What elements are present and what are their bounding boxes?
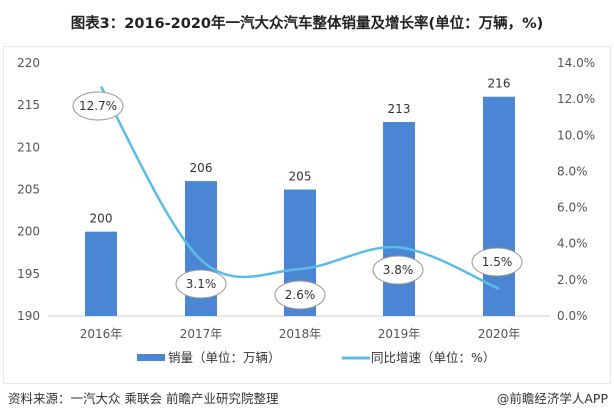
bar xyxy=(383,122,415,317)
bar-label: 213 xyxy=(388,102,411,116)
bar-label: 206 xyxy=(190,161,213,175)
x-axis-tick: 2019年 xyxy=(378,327,421,341)
left-axis-tick: 200 xyxy=(17,225,40,239)
right-axis-tick: 0.0% xyxy=(557,309,588,323)
bar xyxy=(483,96,515,316)
right-axis-tick: 8.0% xyxy=(557,164,588,178)
line-label-bubble xyxy=(72,91,124,121)
bar-label: 205 xyxy=(289,170,312,184)
right-axis-tick: 4.0% xyxy=(557,237,588,251)
legend-bar-label: 销量（单位：万辆） xyxy=(168,350,281,365)
right-axis-tick: 6.0% xyxy=(557,201,588,215)
line-label: 2.6% xyxy=(285,288,316,302)
bar-label: 200 xyxy=(90,212,113,226)
bar-label: 216 xyxy=(488,77,511,91)
left-axis-tick: 220 xyxy=(17,56,40,70)
x-axis-tick: 2018年 xyxy=(279,327,322,341)
brand-credit: @前瞻经济学人APP xyxy=(496,391,608,406)
bar xyxy=(85,231,117,316)
legend-line-label: 同比增速（单位：%） xyxy=(371,350,495,365)
x-axis-tick: 2017年 xyxy=(180,327,223,341)
right-axis-tick: 12.0% xyxy=(557,92,595,106)
growth-line xyxy=(99,85,500,291)
line-label: 3.1% xyxy=(186,277,217,291)
legend-bar-swatch xyxy=(137,354,165,361)
chart-title: 图表3：2016-2020年一汽大众汽车整体销量及增长率(单位：万辆，%) xyxy=(70,16,544,32)
right-axis-tick: 14.0% xyxy=(557,56,595,70)
right-axis-tick: 2.0% xyxy=(557,273,588,287)
line-label-bubble xyxy=(372,255,424,285)
left-axis-tick: 215 xyxy=(17,98,40,112)
left-axis-tick: 210 xyxy=(17,140,40,154)
x-axis-tick: 2020年 xyxy=(478,327,521,341)
line-label-bubble xyxy=(274,280,326,310)
left-axis-tick: 195 xyxy=(17,267,40,281)
x-axis-tick: 2016年 xyxy=(80,327,123,341)
line-label: 12.7% xyxy=(79,99,117,113)
line-label: 3.8% xyxy=(383,263,414,277)
line-label-bubble xyxy=(175,269,227,299)
line-label-bubble xyxy=(471,247,523,277)
left-axis-tick: 205 xyxy=(17,183,40,197)
source-note: 资料来源：一汽大众 乘联会 前瞻产业研究院整理 xyxy=(8,391,279,406)
left-axis-tick: 190 xyxy=(17,309,40,323)
right-axis-tick: 10.0% xyxy=(557,128,595,142)
line-label: 1.5% xyxy=(482,255,513,269)
